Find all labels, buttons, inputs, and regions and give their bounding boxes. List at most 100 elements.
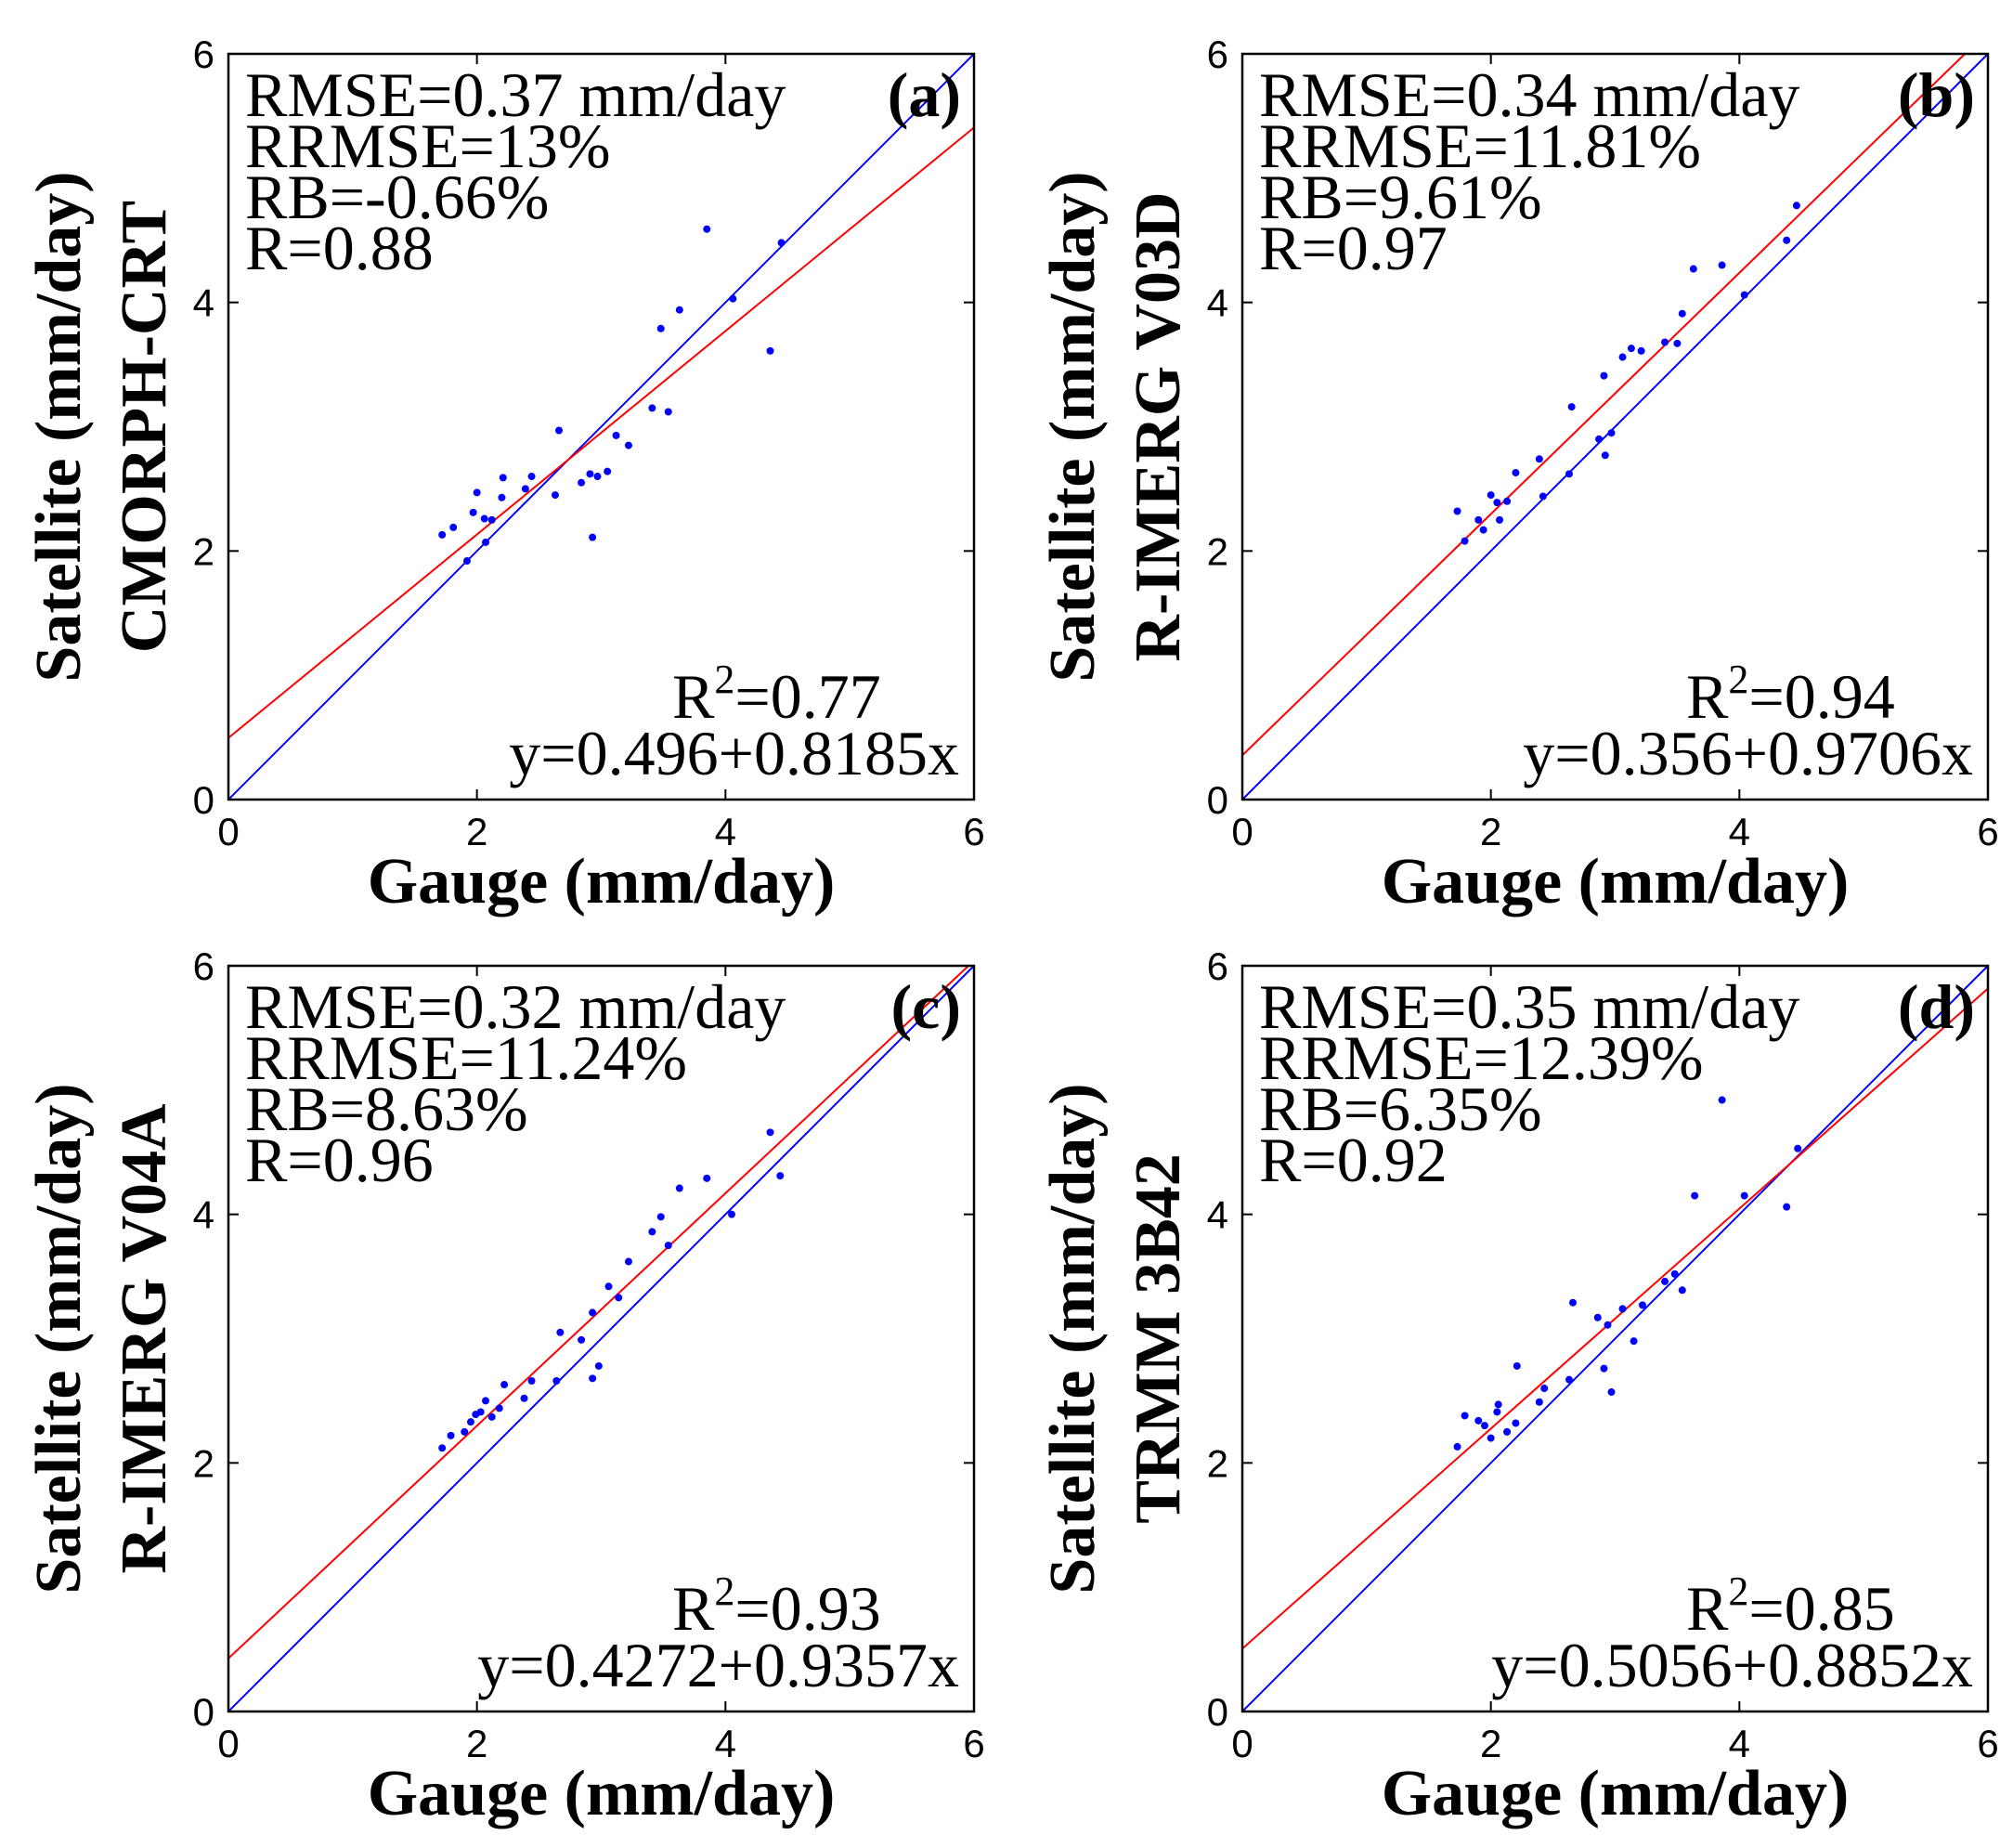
y-tick-label: 0 <box>193 1690 214 1734</box>
r-squared-exponent: 2 <box>714 1568 734 1614</box>
plot-frame <box>1240 52 1990 801</box>
rb-stat: RB=6.35% <box>1259 1074 1542 1144</box>
scatter-panel: 0 2 4 6 0 2 4 6 Gauge (mm/day) Satellite (mm/day)… <box>23 33 985 917</box>
panel-label: (a) <box>888 59 961 130</box>
y-tick-label: 2 <box>193 529 214 573</box>
data-point <box>1479 526 1487 534</box>
data-point <box>578 478 586 487</box>
r-squared-base: R <box>1686 1573 1729 1644</box>
r-squared-exponent: 2 <box>1728 1568 1748 1614</box>
rb-stat: RB=8.63% <box>245 1074 528 1144</box>
regression-line <box>227 965 969 1659</box>
data-point <box>664 408 672 416</box>
data-point <box>1480 1422 1488 1430</box>
x-tick-label: 0 <box>1231 810 1253 853</box>
r-squared-value: =0.93 <box>734 1573 880 1644</box>
panel-label: (d) <box>1898 971 1975 1042</box>
data-point <box>777 239 786 247</box>
data-point <box>1535 1398 1543 1406</box>
x-tick-label: 6 <box>963 1722 984 1765</box>
data-point <box>586 470 594 478</box>
identity-line <box>227 53 975 800</box>
y-tick-label: 4 <box>193 281 214 325</box>
data-point <box>482 538 490 546</box>
data-point <box>462 557 471 566</box>
r-squared-value: =0.85 <box>1748 1573 1894 1644</box>
regression-equation: y=0.496+0.8185x <box>509 718 959 788</box>
data-point <box>1627 345 1635 353</box>
data-point <box>604 1282 613 1291</box>
r-stat: R=0.92 <box>1259 1125 1448 1195</box>
x-tick-label: 6 <box>963 810 984 853</box>
y-tick-label: 6 <box>1207 33 1228 76</box>
y-tick-label: 4 <box>1207 1193 1228 1237</box>
x-tick-label: 0 <box>217 1722 239 1765</box>
x-tick-label: 6 <box>1977 810 1998 853</box>
data-point <box>554 426 563 435</box>
data-point <box>469 508 477 516</box>
data-point <box>615 1294 623 1302</box>
y-tick-label: 0 <box>193 778 214 822</box>
r-squared-value: =0.94 <box>1748 661 1894 732</box>
data-point <box>729 294 737 303</box>
x-tick-label: 4 <box>1729 1722 1750 1765</box>
y-axis-product-label: R-IMERG V03D <box>1123 191 1194 661</box>
data-point <box>664 1242 672 1250</box>
rrmse-stat: RRMSE=12.39% <box>1259 1022 1704 1093</box>
scatter-panel: 0 2 4 6 0 2 4 6 Gauge (mm/day) Satellite (mm/day)… <box>1037 33 1999 917</box>
data-point <box>1593 1313 1602 1321</box>
data-point <box>499 474 507 482</box>
data-point <box>728 1210 736 1218</box>
data-point <box>1487 1434 1495 1442</box>
identity-line <box>1241 53 1989 800</box>
data-point <box>1513 1361 1521 1370</box>
data-point <box>1600 371 1608 380</box>
r-stat: R=0.97 <box>1259 213 1448 283</box>
data-point <box>594 1361 603 1370</box>
data-point <box>1453 1442 1461 1451</box>
data-point <box>703 225 711 233</box>
data-point <box>589 1374 597 1383</box>
data-point <box>766 1128 774 1137</box>
x-tick-label: 6 <box>1977 1722 1998 1765</box>
regression-line <box>227 126 975 739</box>
data-point <box>1512 1419 1520 1427</box>
data-point <box>1503 1427 1512 1436</box>
data-point <box>1718 261 1726 269</box>
identity-line <box>1241 965 1989 1712</box>
rrmse-stat: RRMSE=11.24% <box>245 1022 687 1093</box>
data-point <box>1607 429 1616 437</box>
regression-equation: y=0.4272+0.9357x <box>477 1630 959 1700</box>
data-point <box>1661 1277 1669 1285</box>
data-point <box>604 467 612 475</box>
data-point <box>656 1213 665 1221</box>
x-tick-label: 0 <box>217 810 239 853</box>
x-tick-label: 2 <box>466 810 487 853</box>
data-point <box>1678 1286 1686 1295</box>
data-point <box>521 485 529 493</box>
data-point <box>449 523 458 531</box>
y-tick-label: 0 <box>1207 778 1228 822</box>
data-point <box>589 1308 597 1317</box>
data-point <box>500 1381 509 1389</box>
data-point <box>1461 537 1469 545</box>
scatter-panel: 0 2 4 6 0 2 4 6 Gauge (mm/day) Satellite (mm/day)… <box>1037 944 1999 1829</box>
data-point <box>1783 236 1791 244</box>
data-point <box>1637 346 1645 355</box>
data-point <box>498 493 506 501</box>
data-point <box>466 1418 474 1426</box>
data-point <box>476 1408 485 1416</box>
data-point <box>1493 1408 1501 1416</box>
r-squared-value: =0.77 <box>734 661 880 732</box>
data-point <box>1540 1385 1549 1393</box>
data-point <box>593 473 602 481</box>
y-axis-label: Satellite (mm/day) <box>23 171 95 682</box>
rb-stat: RB=-0.66% <box>245 162 549 232</box>
y-tick-label: 2 <box>1207 1441 1228 1485</box>
plot-frame <box>227 52 976 801</box>
x-tick-label: 0 <box>1231 1722 1253 1765</box>
r-squared-base: R <box>672 661 715 732</box>
data-point <box>624 441 632 449</box>
data-point <box>473 488 481 497</box>
